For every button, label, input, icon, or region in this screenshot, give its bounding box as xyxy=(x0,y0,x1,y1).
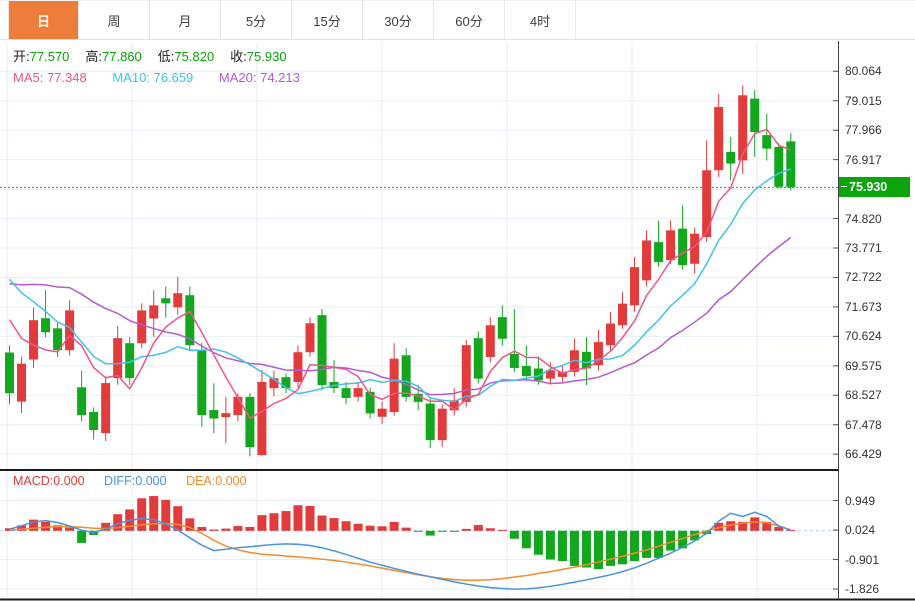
y-axis-label: 69.575 xyxy=(845,358,882,373)
ohlc-header: 开:77.570 高:77.860 低:75.820 收:75.930 xyxy=(13,46,303,65)
low-label: 低: xyxy=(157,49,175,64)
macd-header: MACD:0.000 DIFF:0.000 DEA:0.000 xyxy=(13,474,263,488)
high-value: 77.860 xyxy=(102,49,142,64)
tab-month[interactable]: 月 xyxy=(150,1,221,39)
tab-60min[interactable]: 60分 xyxy=(434,1,505,39)
ma-header: MA5: 77.348 MA10: 76.659 MA20: 74.213 xyxy=(13,70,322,85)
close-value: 75.930 xyxy=(246,49,287,64)
dea-value: DEA:0.000 xyxy=(186,474,247,488)
price-tag-tick xyxy=(841,186,847,188)
tab-day[interactable]: 日 xyxy=(8,1,79,39)
y-axis-label: 77.966 xyxy=(845,123,882,138)
ma10-value: MA10: 76.659 xyxy=(112,70,194,85)
current-price-value: 75.930 xyxy=(849,180,888,195)
y-axis-label: 76.917 xyxy=(845,152,882,167)
y-axis-label: -1.826 xyxy=(845,582,880,597)
y-axis-label: 0.024 xyxy=(845,523,876,538)
y-axis-label: 70.624 xyxy=(845,329,882,344)
low-value: 75.820 xyxy=(174,49,215,64)
y-axis-label: 67.478 xyxy=(845,417,882,432)
tab-week[interactable]: 周 xyxy=(79,1,150,39)
y-axis-label: 74.820 xyxy=(845,211,882,226)
y-axis-label: 68.527 xyxy=(845,388,882,403)
open-label: 开: xyxy=(13,49,30,64)
y-axis-label: 71.673 xyxy=(845,299,882,314)
tab-30min[interactable]: 30分 xyxy=(363,1,434,39)
tab-4hour[interactable]: 4时 xyxy=(505,1,576,39)
open-value: 77.570 xyxy=(29,49,70,64)
y-axis-label: -0.901 xyxy=(845,552,880,567)
ma20-value: MA20: 74.213 xyxy=(218,70,300,85)
y-axis-label: 66.429 xyxy=(845,447,882,462)
y-axis-label: 80.064 xyxy=(845,64,882,79)
diff-value: DIFF:0.000 xyxy=(104,474,167,488)
tab-15min[interactable]: 15分 xyxy=(292,1,363,39)
interval-tabbar: 日 周 月 5分 15分 30分 60分 4时 xyxy=(0,0,915,40)
ma5-value: MA5: 77.348 xyxy=(13,70,87,85)
high-label: 高: xyxy=(85,49,103,64)
y-axis-label: 0.949 xyxy=(845,493,876,508)
tab-5min[interactable]: 5分 xyxy=(221,1,292,39)
y-axis-label: 73.771 xyxy=(845,241,882,255)
close-label: 收: xyxy=(230,49,247,64)
macd-value: MACD:0.000 xyxy=(13,474,85,488)
current-price-tag: 75.930 xyxy=(839,177,910,198)
y-axis-label: 72.722 xyxy=(845,270,882,285)
y-axis-label: 79.015 xyxy=(845,93,882,108)
